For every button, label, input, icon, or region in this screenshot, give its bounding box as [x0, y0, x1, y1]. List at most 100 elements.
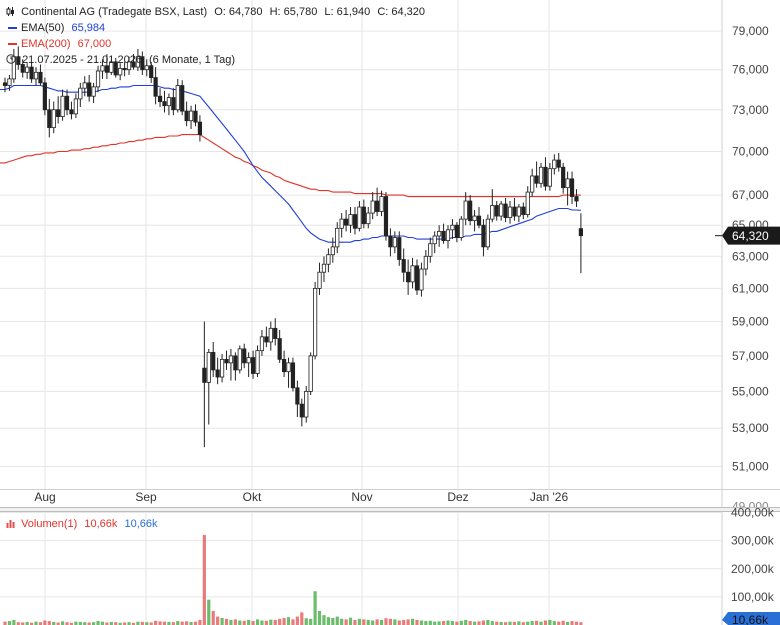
volume-bar [295, 616, 299, 625]
candle [228, 348, 234, 381]
volume-bar [176, 621, 180, 625]
volume-bar [561, 620, 565, 625]
candle-body [268, 327, 273, 343]
volume-bar [570, 621, 574, 625]
candle-body [69, 109, 74, 115]
candle [193, 104, 198, 127]
candle-body [82, 82, 87, 89]
candle [277, 330, 282, 363]
candle-body [184, 110, 189, 122]
volume-bar [539, 621, 543, 625]
candle [206, 348, 211, 425]
candle-body [153, 77, 158, 97]
candle-body [135, 56, 140, 68]
volume-bar [335, 616, 339, 625]
volume-bar [459, 620, 463, 625]
volume-bar [189, 621, 193, 625]
candle [197, 115, 203, 142]
candle [144, 59, 149, 77]
volume-bar [406, 619, 410, 625]
volume-value-red: 10,66k [84, 518, 118, 530]
candle-body [561, 166, 566, 189]
candle [100, 59, 105, 79]
candle [73, 93, 78, 118]
volume-legend[interactable]: Volumen(1) 10,66k 10,66k [0, 517, 162, 531]
volume-bar [384, 618, 388, 625]
candle [428, 237, 433, 263]
candle [485, 214, 490, 251]
candle-body [459, 218, 464, 238]
volume-bar [357, 618, 361, 625]
candle-body [255, 350, 260, 374]
candle-body [228, 355, 234, 364]
volume-bar [185, 621, 189, 625]
candle [273, 318, 278, 346]
volume-bar [56, 622, 60, 625]
candle [308, 352, 313, 396]
volume-bar [193, 621, 198, 625]
candle-body [157, 95, 163, 103]
ema200-label: EMA(200) [21, 38, 71, 50]
candle [379, 190, 384, 217]
month-label: Aug [34, 490, 55, 504]
ema50-label: EMA(50) [21, 22, 65, 34]
candle [56, 96, 61, 124]
candle-body [499, 203, 504, 217]
volume-bar [486, 619, 490, 625]
legend-ema50-row[interactable]: EMA(50) 65,984 [0, 21, 109, 35]
volume-bar [145, 622, 149, 625]
volume-bar [322, 615, 326, 625]
candle-body [335, 227, 340, 248]
candle [561, 162, 566, 194]
candle [304, 385, 309, 423]
volume-bar [29, 622, 34, 625]
candle [317, 262, 322, 295]
candle-body [175, 85, 180, 111]
price-tick-label: 67,000 [732, 188, 769, 202]
candle [242, 343, 247, 369]
candle-body [171, 97, 176, 111]
price-tick-label: 55,000 [732, 384, 769, 398]
volume-bar [348, 617, 353, 625]
candle-body [286, 362, 291, 373]
candle-body [565, 178, 570, 189]
volume-bar [499, 621, 503, 625]
candle [299, 398, 304, 427]
volume-bar [21, 622, 25, 625]
ema200-value: 67,000 [77, 38, 112, 50]
candle-body [330, 246, 335, 256]
candle [423, 250, 428, 276]
candle [255, 345, 260, 378]
volume-bar [167, 621, 171, 625]
candle [459, 216, 464, 241]
legend-ema200-row[interactable]: EMA(200) 67,000 [0, 37, 115, 51]
volume-bar [52, 621, 56, 625]
volume-bar [233, 619, 237, 625]
ema200-swatch [8, 43, 17, 46]
volume-bar [543, 620, 548, 625]
last-volume-tag-label: 10,66k [732, 613, 769, 625]
legend-period-row: 21.07.2025 - 21.01.2026 (6 Monate, 1 Tag… [0, 53, 239, 67]
volume-bar [490, 621, 494, 625]
candle [516, 204, 521, 223]
ohlc-close: C: 64,320 [377, 6, 426, 18]
candle [113, 57, 118, 78]
last-price-tag-label: 64,320 [732, 229, 769, 243]
candle-body [397, 237, 402, 260]
candle [118, 63, 123, 81]
candle [525, 186, 530, 218]
candle-body [73, 98, 78, 115]
candle-body [352, 214, 358, 229]
candle-body [20, 64, 25, 73]
candle-body [392, 237, 397, 248]
candle-body [361, 206, 366, 225]
candle-body [295, 387, 300, 405]
volume-bar [247, 619, 251, 625]
volume-bar [464, 619, 468, 625]
candle [131, 54, 136, 70]
candle-body [414, 265, 420, 291]
ema200-path [0, 134, 581, 198]
candle [397, 231, 402, 266]
candle [401, 248, 406, 282]
